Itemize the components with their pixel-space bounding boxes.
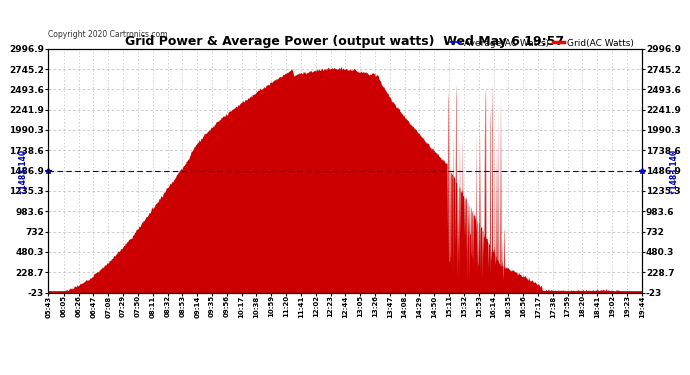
Text: ↑1483.140: ↑1483.140	[17, 148, 26, 194]
Legend: Average(AC Watts), Grid(AC Watts): Average(AC Watts), Grid(AC Watts)	[446, 35, 637, 51]
Text: Copyright 2020 Cartronics.com: Copyright 2020 Cartronics.com	[48, 30, 168, 39]
Title: Grid Power & Average Power (output watts)  Wed May 6 19:57: Grid Power & Average Power (output watts…	[126, 34, 564, 48]
Text: ↑1483.140: ↑1483.140	[668, 148, 677, 194]
